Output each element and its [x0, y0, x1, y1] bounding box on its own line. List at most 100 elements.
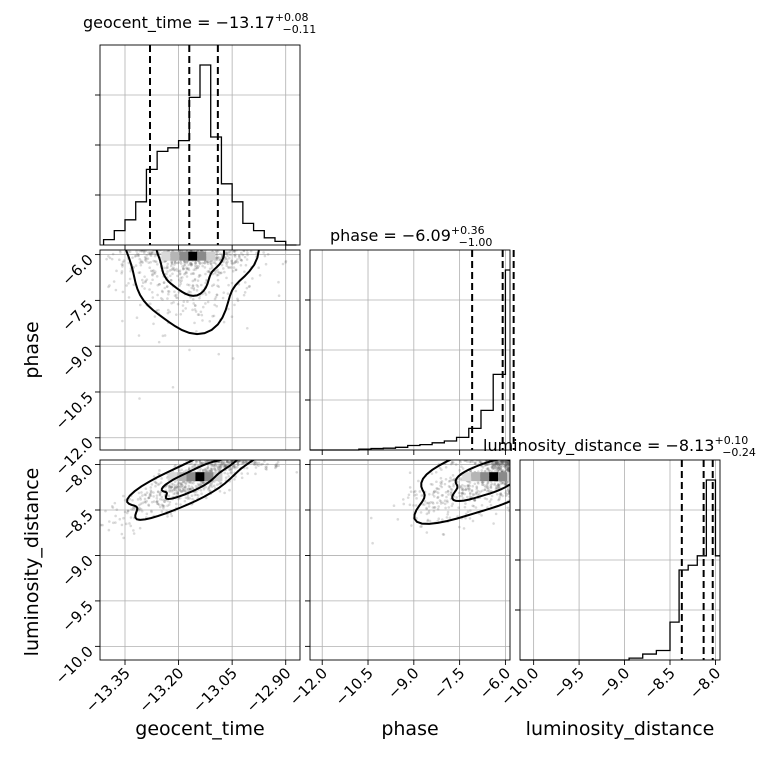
sample-point: [162, 260, 166, 263]
tick-label-x: −13.20: [135, 664, 187, 716]
sample-point: [203, 266, 207, 269]
sample-point: [138, 496, 142, 499]
sample-point: [494, 461, 498, 464]
sample-point: [155, 481, 158, 485]
contours: [126, 460, 256, 521]
sample-point: [195, 289, 199, 292]
sample-point: [233, 255, 237, 258]
tick-label-y: −10.5: [52, 388, 97, 433]
sample-point: [193, 493, 197, 497]
sample-point: [497, 463, 501, 466]
sample-point: [160, 477, 163, 480]
sample-point: [497, 483, 501, 487]
sample-point: [409, 490, 413, 493]
sample-point: [178, 487, 181, 491]
sample-point: [200, 250, 203, 253]
sample-point: [415, 516, 418, 520]
sample-point: [105, 257, 108, 261]
sample-point: [234, 475, 237, 478]
sample-point: [491, 464, 495, 468]
sample-point: [155, 496, 159, 500]
sample-point: [187, 290, 191, 293]
sample-point: [176, 492, 180, 495]
sample-point: [486, 467, 490, 470]
sample-point: [437, 487, 441, 491]
sample-point: [227, 283, 230, 287]
sample-point: [253, 463, 256, 467]
sample-point: [187, 487, 190, 490]
sample-point: [212, 464, 216, 468]
sample-point: [507, 469, 510, 473]
sample-point: [157, 503, 161, 507]
sample-point: [446, 490, 450, 493]
sample-point: [427, 505, 431, 508]
sample-point: [157, 308, 160, 312]
sample-point: [216, 278, 220, 282]
sample-point: [181, 489, 185, 493]
sample-point: [223, 256, 227, 259]
sample-point: [177, 497, 180, 501]
sample-point: [149, 252, 152, 255]
sample-point: [221, 296, 225, 300]
sample-point: [440, 485, 444, 489]
sample-point: [276, 460, 280, 464]
sample-point: [213, 271, 217, 275]
sample-point: [187, 487, 190, 491]
sample-point: [259, 463, 263, 466]
sample-point: [497, 465, 501, 468]
sample-point: [181, 267, 185, 271]
histogram-phase: [310, 269, 510, 451]
sample-point: [125, 522, 128, 526]
sample-point: [506, 482, 509, 485]
sample-point: [459, 485, 463, 489]
sample-point: [170, 260, 174, 264]
sample-point: [201, 481, 205, 485]
sample-point: [240, 259, 243, 262]
sample-point: [141, 281, 145, 285]
sample-point: [452, 482, 455, 486]
sample-point: [173, 465, 176, 468]
sample-point: [178, 496, 182, 500]
sample-point: [499, 460, 503, 462]
sample-point: [140, 509, 144, 513]
sample-point: [215, 250, 218, 252]
sample-point: [112, 280, 116, 283]
sample-point: [460, 494, 464, 498]
sample-point: [218, 271, 221, 274]
sample-point: [153, 272, 157, 275]
sample-point: [167, 494, 171, 498]
sample-point: [130, 508, 133, 511]
sample-point: [499, 466, 503, 469]
sample-point: [192, 286, 196, 290]
sample-point: [230, 259, 234, 263]
sample-point: [208, 489, 212, 492]
sample-point: [192, 268, 196, 272]
sample-point: [143, 255, 147, 259]
sample-point: [410, 524, 413, 527]
sample-point: [156, 490, 160, 493]
sample-point: [494, 465, 497, 469]
tick-label-x: −9.0: [595, 664, 633, 702]
sample-point: [155, 260, 158, 264]
sample-point: [244, 460, 248, 463]
sample-point: [149, 253, 153, 256]
sample-point: [503, 460, 506, 463]
sample-point: [159, 497, 162, 501]
sample-point: [183, 260, 187, 264]
sample-point: [434, 470, 438, 474]
sample-point: [227, 461, 231, 465]
sample-point: [501, 494, 504, 498]
sample-point: [136, 498, 140, 501]
sample-point: [295, 470, 299, 474]
sample-point: [218, 490, 222, 493]
sample-point: [175, 485, 179, 489]
sample-point: [120, 523, 124, 527]
sample-point: [234, 268, 238, 272]
sample-point: [200, 313, 204, 317]
sample-point: [481, 481, 485, 484]
sample-point: [445, 495, 448, 499]
sample-point: [172, 488, 175, 492]
sample-point: [469, 509, 472, 512]
sample-point: [233, 253, 236, 257]
